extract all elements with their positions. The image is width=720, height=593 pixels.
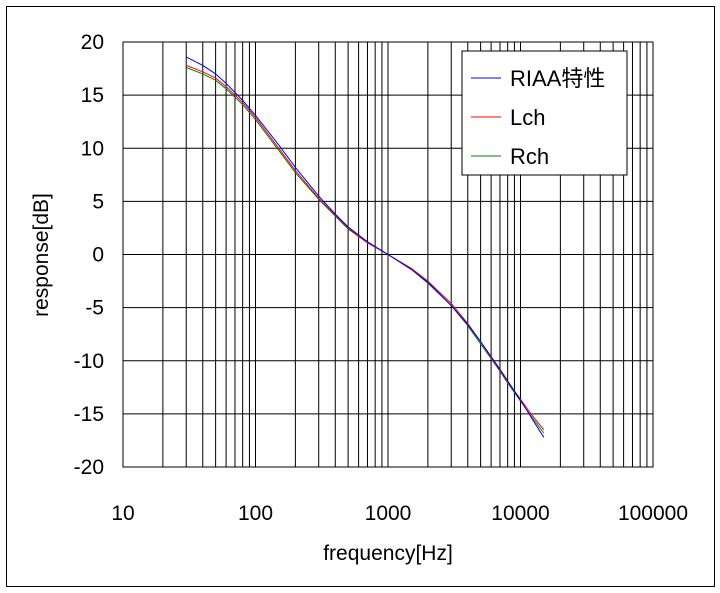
x-tick-label: 100	[238, 502, 273, 525]
y-axis-ticks: 20 15 10 5 0 -5 -10 -15 -20	[74, 31, 104, 479]
y-tick-label: 15	[81, 84, 104, 107]
y-tick-label: 0	[92, 244, 104, 267]
y-tick-label: -20	[74, 456, 104, 479]
y-tick-label: -5	[85, 297, 104, 320]
y-axis-label: response[dB]	[30, 193, 53, 317]
x-tick-label: 10000	[491, 502, 549, 525]
y-tick-label: 5	[92, 190, 104, 213]
y-tick-label: -10	[74, 350, 104, 373]
x-tick-label: 1000	[365, 502, 412, 525]
y-tick-label: -15	[74, 403, 104, 426]
legend-label: RIAA特性	[510, 66, 605, 91]
y-tick-label: 10	[81, 137, 104, 160]
legend-label: Lch	[510, 105, 545, 130]
x-tick-label: 100000	[618, 502, 688, 525]
legend: RIAA特性 Lch Rch	[461, 50, 628, 176]
legend-box	[461, 50, 628, 176]
x-axis-ticks: 10 100 1000 10000 100000	[111, 502, 688, 525]
x-tick-label: 10	[111, 502, 134, 525]
x-axis-label: frequency[Hz]	[323, 542, 453, 565]
plot-area-border	[122, 41, 654, 468]
series-lines	[185, 56, 545, 438]
legend-label: Rch	[510, 144, 549, 169]
series-line-riaa	[185, 56, 545, 438]
y-tick-label: 20	[81, 31, 104, 54]
